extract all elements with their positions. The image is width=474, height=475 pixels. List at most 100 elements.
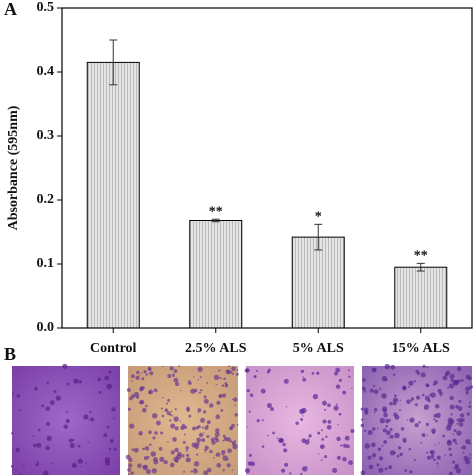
- cell: [175, 382, 180, 387]
- cell: [215, 452, 221, 457]
- cell: [455, 419, 458, 421]
- cell: [215, 383, 218, 386]
- cell: [460, 447, 463, 449]
- cell: [167, 441, 169, 443]
- cell: [385, 366, 388, 369]
- cell: [342, 390, 347, 395]
- cell: [136, 370, 140, 375]
- cell: [445, 425, 452, 431]
- cell: [285, 406, 288, 408]
- cell: [392, 397, 399, 403]
- cell: [169, 462, 175, 468]
- cell: [426, 434, 429, 436]
- cell: [320, 429, 323, 432]
- cell: [393, 394, 397, 398]
- cell: [429, 393, 432, 396]
- cell: [360, 418, 364, 421]
- cell: [449, 419, 455, 425]
- cell: [210, 437, 215, 442]
- cell: [222, 455, 229, 461]
- cell: [149, 371, 154, 376]
- cell: [442, 434, 446, 438]
- cell: [89, 417, 95, 422]
- cell: [206, 420, 211, 425]
- cell: [232, 443, 238, 450]
- cell: [215, 454, 217, 457]
- cell: [438, 442, 440, 445]
- cell: [236, 369, 239, 371]
- cell: [209, 449, 213, 454]
- cell: [215, 414, 221, 420]
- cell: [289, 472, 292, 475]
- cell: [421, 433, 426, 438]
- cell: [45, 445, 50, 451]
- cell: [148, 430, 152, 435]
- cell: [153, 459, 159, 465]
- cell: [162, 396, 164, 399]
- cell: [200, 417, 206, 423]
- cell: [196, 437, 202, 443]
- cell: [204, 425, 209, 430]
- cell: [389, 401, 393, 406]
- cell: [456, 430, 462, 436]
- cell: [308, 434, 312, 438]
- cell: [457, 406, 463, 411]
- cell: [142, 464, 149, 471]
- cell: [468, 457, 471, 460]
- cell: [468, 442, 471, 445]
- cell: [200, 388, 203, 392]
- cell: [462, 451, 465, 454]
- cell: [371, 367, 377, 373]
- cell: [222, 453, 225, 456]
- y-tick-label: 0.2: [37, 192, 55, 207]
- cell: [389, 427, 393, 432]
- cell: [424, 407, 427, 410]
- cell: [178, 365, 181, 367]
- cell: [196, 447, 198, 450]
- cell: [229, 426, 234, 431]
- cell: [160, 431, 164, 435]
- cell: [197, 378, 200, 381]
- cell: [130, 471, 134, 475]
- cell: [416, 395, 421, 400]
- cell: [139, 374, 141, 376]
- cell: [197, 408, 202, 413]
- cell: [165, 408, 168, 411]
- cell: [413, 380, 416, 383]
- cell: [15, 447, 20, 453]
- cell: [55, 395, 61, 401]
- cell: [203, 432, 205, 434]
- cell: [180, 420, 182, 422]
- cell: [87, 441, 90, 443]
- cell: [10, 465, 14, 468]
- cell: [155, 420, 161, 426]
- cell: [46, 435, 52, 442]
- cell: [183, 433, 186, 436]
- cell: [302, 376, 304, 378]
- cell: [246, 389, 250, 393]
- cell: [71, 462, 77, 469]
- cell: [163, 460, 168, 465]
- cell: [332, 467, 338, 473]
- cell: [465, 391, 469, 395]
- cell: [45, 406, 51, 412]
- cell: [19, 409, 22, 412]
- cell: [392, 373, 396, 376]
- cell: [295, 421, 299, 426]
- cell: [231, 469, 234, 471]
- cell: [413, 459, 416, 462]
- cell: [321, 437, 325, 441]
- cell: [266, 403, 272, 409]
- cell: [89, 411, 92, 414]
- cell: [196, 453, 199, 456]
- cell: [430, 454, 435, 458]
- cell: [300, 472, 303, 475]
- cell: [159, 456, 165, 462]
- bar: [394, 266, 448, 329]
- cell: [383, 412, 388, 418]
- cell: [364, 443, 371, 449]
- cell: [222, 469, 225, 472]
- cell: [408, 386, 410, 388]
- cell: [400, 427, 405, 431]
- cell: [244, 468, 251, 474]
